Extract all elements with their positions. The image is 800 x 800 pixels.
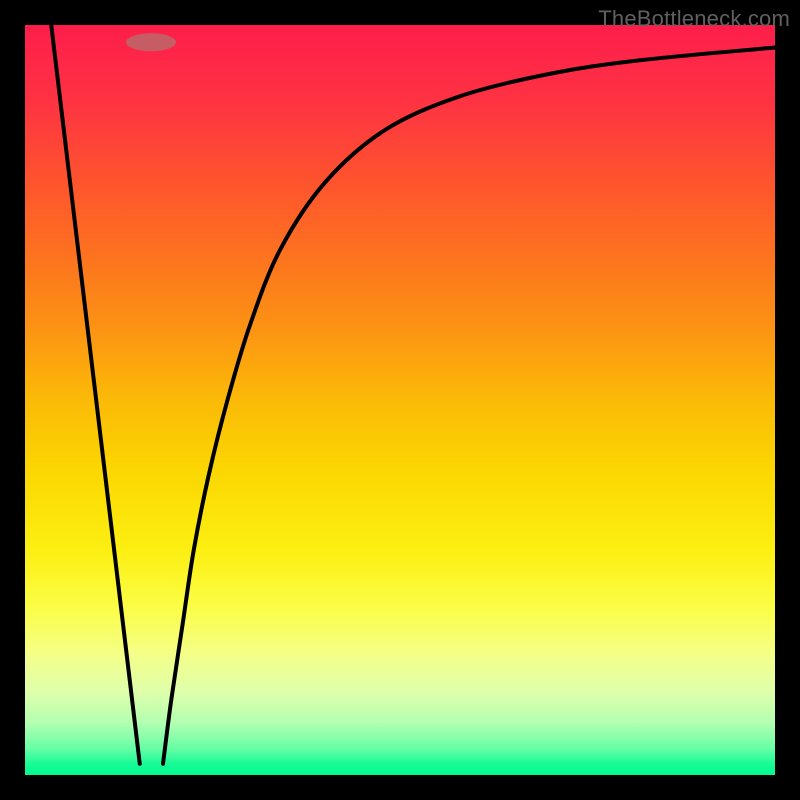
minimum-marker <box>126 33 176 51</box>
watermark-text: TheBottleneck.com <box>598 6 790 32</box>
chart-svg <box>0 0 800 800</box>
plot-area <box>25 25 775 775</box>
chart-container: TheBottleneck.com <box>0 0 800 800</box>
